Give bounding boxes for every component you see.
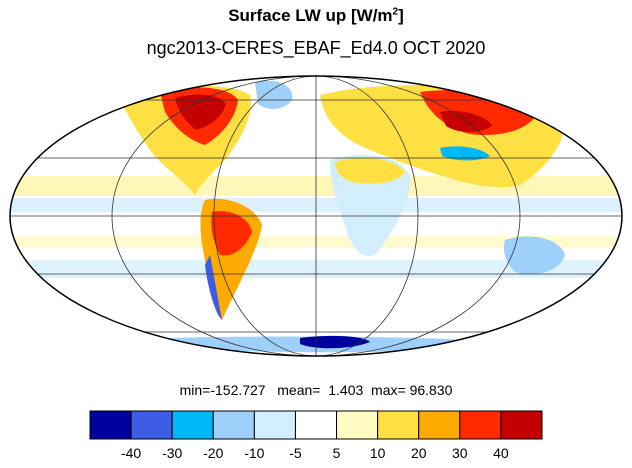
colorbar-swatch bbox=[418, 410, 461, 440]
colorbar-tick-label: 20 bbox=[411, 445, 427, 461]
south-america-warm-anomaly bbox=[211, 211, 252, 256]
colorbar-tick-label: -5 bbox=[289, 445, 302, 461]
colorbar-tick-label: -30 bbox=[162, 445, 182, 461]
antarctica-cold-anomaly bbox=[300, 335, 370, 349]
colorbar-swatch bbox=[89, 410, 132, 440]
colorbar-swatch bbox=[253, 410, 296, 440]
colorbar-swatch bbox=[459, 410, 502, 440]
australia-landmass bbox=[503, 236, 565, 275]
north-america-hot-core bbox=[175, 94, 226, 130]
colorbar-tick-label: 10 bbox=[370, 445, 386, 461]
colorbar-swatch bbox=[130, 410, 173, 440]
sahara-warm-anomaly bbox=[335, 157, 405, 184]
south-america-cold-anomaly bbox=[205, 255, 222, 320]
himalaya-cold-anomaly bbox=[440, 146, 490, 161]
greenland-landmass bbox=[255, 80, 293, 109]
colorbar-swatch bbox=[500, 410, 543, 440]
chart-subtitle: ngc2013-CERES_EBAF_Ed4.0 OCT 2020 bbox=[146, 38, 486, 58]
statistics-line: min=-152.727 mean= 1.403 max= 96.830 bbox=[179, 382, 453, 398]
chart-title: Surface LW up [W/m2] bbox=[228, 6, 404, 25]
colorbar-swatch bbox=[336, 410, 379, 440]
world-map bbox=[9, 75, 623, 357]
colorbar-swatch bbox=[377, 410, 420, 440]
globe-outline bbox=[9, 75, 623, 357]
colorbar-tick-label: 5 bbox=[333, 445, 341, 461]
colorbar-tick-label: -10 bbox=[244, 445, 264, 461]
colorbar-tick-label: -40 bbox=[121, 445, 141, 461]
colorbar-swatch bbox=[294, 410, 338, 440]
colorbar-swatch bbox=[171, 410, 214, 440]
colorbar-swatch bbox=[212, 410, 255, 440]
colorbar-tick-label: -20 bbox=[203, 445, 223, 461]
colorbar-tick-label: 30 bbox=[452, 445, 468, 461]
colorbar-tick-label: 40 bbox=[493, 445, 509, 461]
